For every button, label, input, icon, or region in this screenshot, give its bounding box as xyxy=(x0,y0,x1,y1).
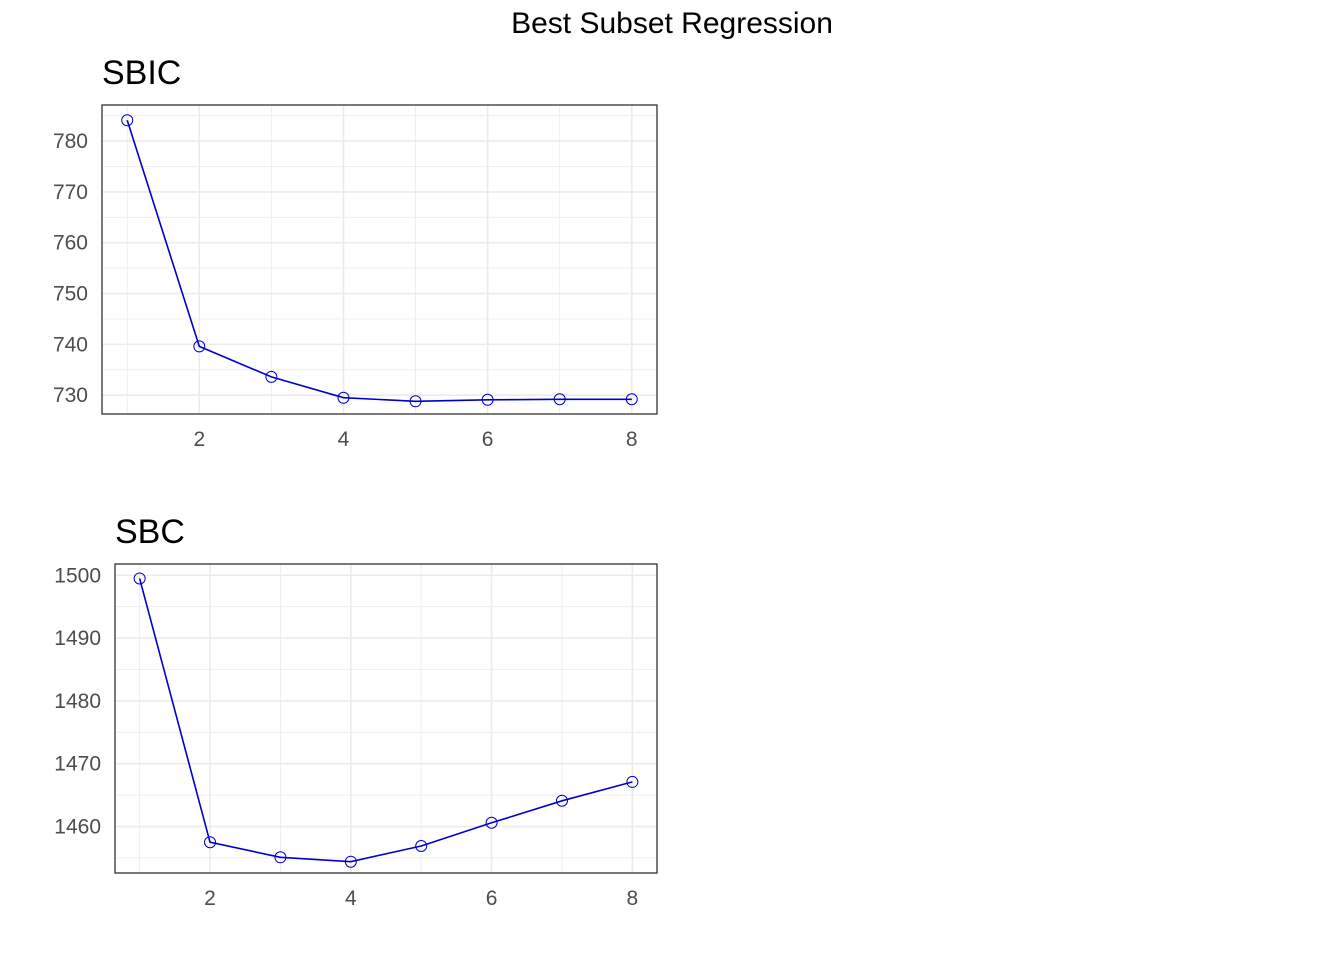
sbic-data-point xyxy=(265,370,278,383)
sbic-plot-frame xyxy=(101,104,658,415)
sbc-x-tick-label: 2 xyxy=(204,887,216,910)
sbic-data-point xyxy=(193,340,206,353)
sbic-y-tick-label: 760 xyxy=(53,232,88,255)
sbc-y-tick-label: 1480 xyxy=(54,690,101,713)
sbc-data-point xyxy=(274,851,287,864)
sbic-series-line xyxy=(126,119,632,403)
sbic-y-tick-label: 730 xyxy=(53,384,88,407)
sbic-x-tick-label: 8 xyxy=(626,428,638,451)
sbic-axes: 2 4 6 8 730 740 750 760 770 780 xyxy=(53,104,658,451)
sbc-data-point xyxy=(204,836,217,849)
sbic-data-point xyxy=(409,395,422,408)
sbc-y-tick-label: 1500 xyxy=(54,564,101,587)
sbic-y-tick-label: 780 xyxy=(53,130,88,153)
sbc-data-point xyxy=(133,572,146,585)
sbc-series-line xyxy=(138,578,633,863)
sbc-y-tick-label: 1460 xyxy=(54,816,101,839)
sbic-x-tick-label: 6 xyxy=(482,428,494,451)
sbc-panel: SBC 2 4 6 8 1460 1470 1480 1490 1500 xyxy=(54,513,658,910)
sbic-y-tick-label: 740 xyxy=(53,333,88,356)
sbc-data-point xyxy=(626,775,639,788)
sbc-panel-title: SBC xyxy=(115,513,185,551)
sbic-x-tick-label: 2 xyxy=(193,428,205,451)
sbc-y-tick-label: 1470 xyxy=(54,753,101,776)
figure-title: Best Subset Regression xyxy=(511,7,833,40)
sbic-y-tick-label: 750 xyxy=(53,283,88,306)
sbc-grid xyxy=(115,564,657,873)
sbc-data-point xyxy=(415,839,428,852)
sbc-series xyxy=(133,572,639,868)
sbc-data-point xyxy=(344,855,357,868)
sbic-y-tick-label: 770 xyxy=(53,181,88,204)
sbic-data-point xyxy=(553,393,566,406)
sbic-grid xyxy=(102,105,657,414)
sbic-panel-title: SBIC xyxy=(102,54,181,92)
sbc-plot-frame xyxy=(114,563,658,874)
sbc-x-tick-label: 4 xyxy=(345,887,357,910)
sbc-y-tick-label: 1490 xyxy=(54,627,101,650)
sbic-data-point xyxy=(481,393,494,406)
sbic-x-tick-label: 4 xyxy=(338,428,350,451)
sbc-x-tick-label: 8 xyxy=(627,887,639,910)
sbic-data-point xyxy=(625,393,638,406)
sbic-panel: SBIC 2 4 6 8 730 740 750 760 770 780 xyxy=(53,54,658,451)
sbc-data-point xyxy=(555,794,568,807)
sbc-data-point xyxy=(485,816,498,829)
sbic-data-point xyxy=(337,391,350,404)
sbc-axes: 2 4 6 8 1460 1470 1480 1490 1500 xyxy=(54,563,658,910)
sbc-x-tick-label: 6 xyxy=(486,887,498,910)
sbic-series xyxy=(121,114,638,408)
sbic-data-point xyxy=(121,114,134,127)
